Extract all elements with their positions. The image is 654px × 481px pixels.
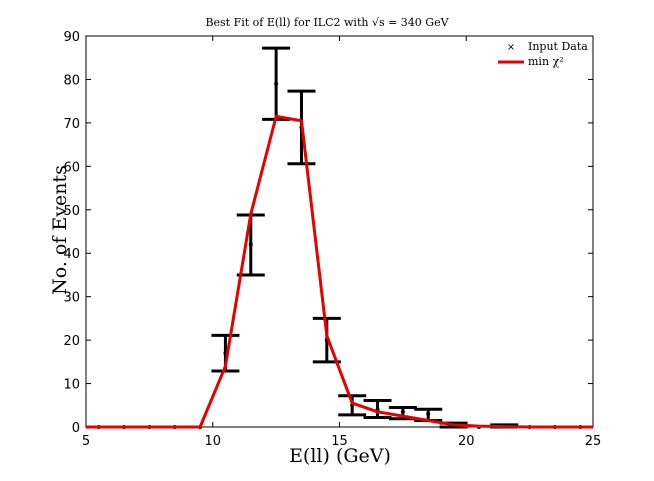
x-tick-label: 10 (204, 434, 221, 449)
y-tick-label: 90 (63, 30, 80, 45)
y-tick-label: 40 (63, 247, 80, 262)
fit-line (86, 114, 593, 429)
legend-marker-input-data: × (507, 42, 515, 53)
data-point (426, 411, 431, 416)
y-tick-label: 70 (63, 117, 80, 132)
x-tick-label: 5 (82, 434, 90, 449)
x-tick-label: 25 (585, 434, 602, 449)
y-tick-label: 50 (63, 204, 80, 219)
data-point (248, 242, 253, 247)
y-tick-label: 20 (63, 334, 80, 349)
y-tick-label: 80 (63, 73, 80, 88)
legend-label-input-data: Input Data (528, 40, 588, 53)
legend: × Input Data min χ² (492, 38, 590, 68)
legend-label-min-chi2: min χ² (528, 55, 564, 68)
y-tick-label: 0 (72, 421, 80, 436)
data-point (274, 81, 279, 86)
x-tick-label: 15 (331, 434, 348, 449)
x-axis-label: E(ll) (GeV) (289, 445, 391, 467)
y-tick-label: 10 (63, 378, 80, 393)
chart-title: Best Fit of E(ll) for ILC2 with √s = 340… (205, 16, 449, 29)
y-tick-label: 60 (63, 160, 80, 175)
y-axis-label: No. of Events (49, 165, 71, 295)
data-point (400, 409, 405, 414)
y-tick-label: 30 (63, 291, 80, 306)
x-tick-label: 20 (458, 434, 475, 449)
